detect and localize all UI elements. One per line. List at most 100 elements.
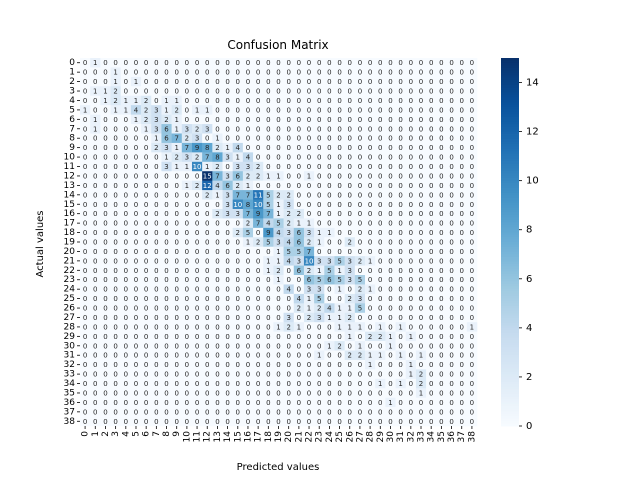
cell-value-label: 0 [83,125,87,133]
heatmap-cell [120,293,132,304]
heatmap-cell [263,350,274,361]
cell-value-label: 0 [459,220,463,228]
heatmap-cell [161,142,172,153]
cell-value-label: 0 [358,201,362,209]
cell-value-label: 0 [256,361,260,369]
cell-value-label: 0 [398,399,402,407]
heatmap-cell [161,152,172,163]
cell-value-label: 4 [266,220,271,228]
cell-value-label: 0 [103,116,107,124]
heatmap-cell [375,114,386,125]
cell-value-label: 0 [358,191,362,199]
heatmap-cell [466,331,478,342]
heatmap-cell [395,341,407,351]
cell-value-label: 0 [215,286,219,294]
cell-value-label: 0 [449,59,453,67]
heatmap-cell [80,341,91,351]
cell-value-label: 0 [215,229,219,237]
heatmap-cell [395,114,407,125]
heatmap-cell [181,105,193,115]
heatmap-cell [141,161,152,172]
heatmap-cell [303,246,315,257]
cell-value-label: 0 [439,248,443,256]
cell-value-label: 0 [286,182,290,190]
cell-value-label: 0 [225,314,229,322]
heatmap-cell [202,124,213,134]
heatmap-cell [395,312,407,323]
cell-value-label: 0 [358,418,362,426]
heatmap-cell [130,152,142,163]
heatmap-cell [100,237,111,248]
cell-value-label: 0 [83,220,87,228]
heatmap-cell [446,67,457,78]
cell-value-label: 0 [83,182,87,190]
heatmap-cell [253,86,264,97]
cell-value-label: 0 [246,97,250,105]
heatmap-cell [181,369,193,380]
cell-value-label: 1 [83,106,87,114]
cell-value-label: 0 [317,210,321,218]
cell-value-label: 0 [164,399,168,407]
heatmap-cell [466,341,478,351]
heatmap-cell [222,105,233,115]
cell-value-label: 0 [327,220,331,228]
cell-value-label: 1 [388,342,392,350]
heatmap-cell [334,359,345,370]
heatmap-cell [80,133,91,144]
heatmap-cell [324,67,335,78]
heatmap-cell [395,407,407,417]
heatmap-cell [120,275,132,285]
cell-value-label: 0 [307,182,311,190]
cell-value-label: 0 [337,154,341,162]
heatmap-cell [395,378,407,389]
heatmap-cell [436,86,447,97]
cell-value-label: 0 [348,78,352,86]
cell-value-label: 0 [113,182,117,190]
colorbar-gradient-step [501,416,519,420]
cell-value-label: 0 [459,154,463,162]
cell-value-label: 0 [358,389,362,397]
heatmap-cell [426,67,437,78]
cell-value-label: 0 [297,361,301,369]
heatmap-cell [130,86,142,97]
heatmap-cell [222,350,233,361]
heatmap-cell [273,350,284,361]
heatmap-cell [232,378,244,389]
cell-value-label: 0 [286,371,290,379]
cell-value-label: 0 [398,163,402,171]
cell-value-label: 0 [195,295,199,303]
cell-value-label: 0 [246,371,250,379]
heatmap-cell [151,227,162,238]
cell-value-label: 0 [83,210,87,218]
cell-value-label: 0 [164,257,168,265]
cell-value-label: 0 [307,106,311,114]
cell-value-label: 4 [134,106,139,114]
heatmap-cell [161,161,172,172]
cell-value-label: 0 [470,201,474,209]
colorbar-gradient-step [501,349,519,353]
heatmap-cell [395,227,407,238]
heatmap-cell [202,350,213,361]
cell-value-label: 0 [409,163,413,171]
heatmap-cell [324,124,335,134]
heatmap-cell [365,190,376,200]
cell-value-label: 0 [327,201,331,209]
heatmap-cell [110,218,122,229]
colorbar-gradient-step [501,310,519,314]
cell-value-label: 0 [266,163,270,171]
cell-value-label: 0 [449,229,453,237]
cell-value-label: 0 [459,380,463,388]
cell-value-label: 0 [225,399,229,407]
heatmap-cell [212,312,223,323]
cell-value-label: 0 [470,380,474,388]
cell-value-label: 0 [256,342,260,350]
x-tick-label: 32 [406,431,416,442]
cell-value-label: 0 [246,408,250,416]
heatmap-cell [253,237,264,248]
cell-value-label: 0 [103,361,107,369]
cell-value-label: 0 [470,408,474,416]
heatmap-cell [253,359,264,370]
heatmap-cell [344,76,356,87]
cell-value-label: 0 [246,248,250,256]
heatmap-cell [263,114,274,125]
